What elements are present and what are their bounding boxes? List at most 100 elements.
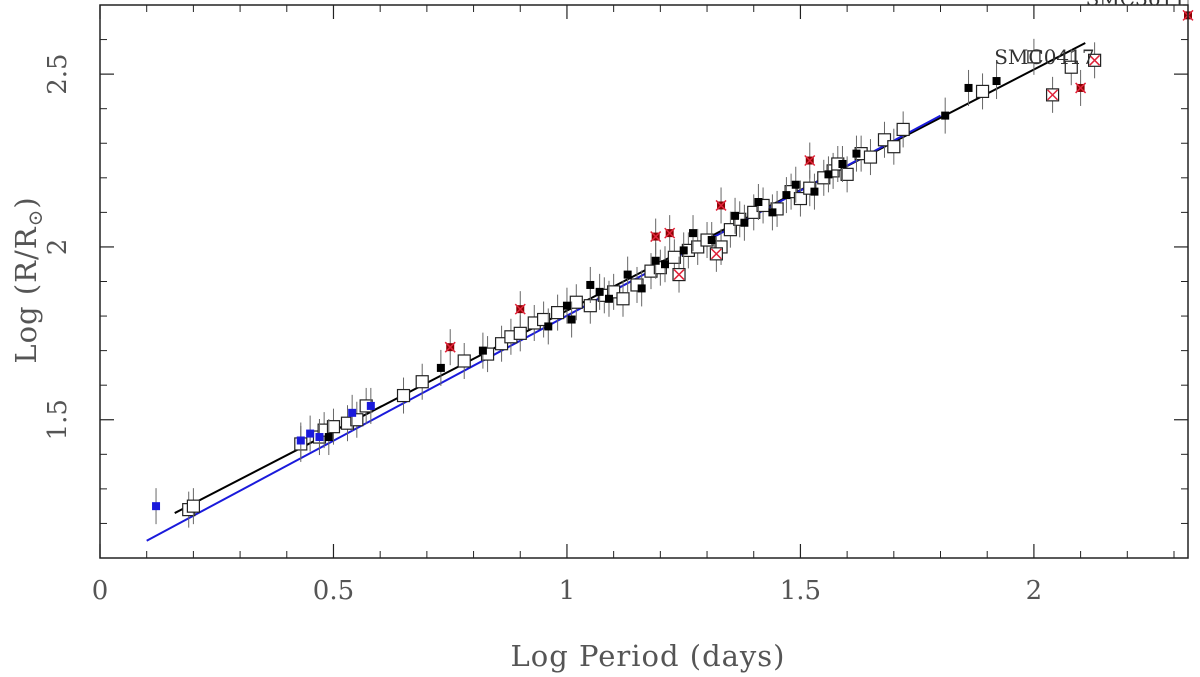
data-point bbox=[457, 342, 471, 379]
y-axis-label: Log (R/R⊙) bbox=[9, 196, 47, 363]
point-marker bbox=[186, 499, 200, 513]
point-cross bbox=[710, 248, 722, 260]
point-marker bbox=[679, 246, 688, 255]
data-point bbox=[348, 394, 357, 431]
data-point bbox=[396, 377, 411, 414]
point-marker bbox=[1027, 50, 1041, 64]
point-marker bbox=[863, 150, 878, 164]
point-marker bbox=[637, 284, 646, 293]
data-point bbox=[1027, 38, 1041, 75]
data-point bbox=[569, 284, 583, 321]
data-point bbox=[186, 488, 200, 525]
data-points bbox=[152, 0, 1194, 528]
point-marker bbox=[992, 77, 1001, 86]
point-marker bbox=[152, 502, 161, 511]
data-point bbox=[731, 197, 740, 234]
data-point bbox=[551, 294, 565, 331]
point-marker bbox=[964, 83, 973, 92]
data-point bbox=[586, 266, 595, 303]
x-tick-label: 0 bbox=[92, 576, 109, 606]
point-marker bbox=[586, 280, 595, 289]
data-point bbox=[544, 308, 553, 345]
point-marker bbox=[975, 84, 990, 99]
axis-ticks: 0 0.5 1 1.5 2 1.5 2 2.5 bbox=[43, 4, 1188, 606]
point-marker bbox=[723, 223, 737, 237]
data-point bbox=[840, 156, 854, 193]
point-marker bbox=[544, 322, 553, 331]
point-marker bbox=[366, 401, 375, 410]
data-point bbox=[366, 387, 375, 424]
data-point bbox=[723, 211, 737, 248]
x-tick-label: 0.5 bbox=[313, 576, 354, 606]
point-marker bbox=[791, 180, 800, 189]
data-point bbox=[324, 419, 333, 456]
point-marker bbox=[840, 167, 854, 181]
point-marker bbox=[595, 287, 604, 296]
data-point bbox=[315, 419, 324, 456]
data-point bbox=[637, 270, 646, 307]
x-tick-label: 2 bbox=[1026, 576, 1043, 606]
point-marker bbox=[1064, 60, 1078, 74]
data-point bbox=[791, 166, 800, 203]
data-point bbox=[793, 180, 808, 217]
data-point bbox=[296, 422, 305, 459]
point-marker bbox=[457, 354, 471, 368]
data-point bbox=[992, 63, 1001, 100]
point-marker bbox=[562, 301, 571, 310]
data-point bbox=[650, 218, 662, 255]
data-point bbox=[804, 142, 816, 179]
data-point bbox=[152, 488, 161, 525]
point-annotation: SMC3611 bbox=[1086, 0, 1186, 10]
data-point bbox=[415, 363, 429, 400]
data-point bbox=[689, 215, 698, 252]
data-point bbox=[1064, 49, 1078, 86]
point-marker bbox=[324, 433, 333, 442]
point-marker bbox=[348, 408, 357, 417]
point-cross bbox=[650, 231, 662, 243]
point-marker bbox=[852, 149, 861, 158]
point-marker bbox=[326, 420, 341, 434]
data-point bbox=[567, 301, 576, 338]
data-point bbox=[661, 246, 670, 283]
point-marker bbox=[296, 436, 305, 445]
data-point bbox=[514, 291, 526, 328]
x-axis-label: Log Period (days) bbox=[511, 639, 786, 673]
data-point bbox=[664, 215, 676, 252]
point-marker bbox=[824, 170, 833, 179]
data-point bbox=[1088, 42, 1102, 79]
point-marker bbox=[306, 429, 315, 438]
data-point bbox=[616, 280, 630, 317]
y-axis-label-close: ) bbox=[9, 196, 43, 208]
data-point bbox=[768, 194, 777, 231]
data-point bbox=[326, 408, 341, 445]
point-cross bbox=[1075, 82, 1087, 94]
point-marker bbox=[793, 191, 808, 206]
data-point bbox=[436, 349, 445, 386]
data-point bbox=[896, 111, 910, 148]
data-point bbox=[824, 156, 833, 193]
data-point bbox=[709, 235, 723, 272]
y-axis-label-sub: ⊙ bbox=[23, 209, 47, 227]
data-point bbox=[478, 332, 487, 369]
point-marker bbox=[651, 256, 660, 265]
data-point bbox=[562, 287, 571, 324]
point-marker bbox=[616, 292, 630, 306]
point-annotation: SMC0417 bbox=[994, 45, 1094, 69]
point-marker bbox=[415, 375, 429, 389]
point-marker bbox=[941, 111, 950, 120]
data-point bbox=[595, 273, 604, 310]
x-tick-label: 1.5 bbox=[780, 576, 821, 606]
point-cross bbox=[1089, 54, 1101, 66]
point-marker bbox=[782, 191, 791, 200]
point-cross bbox=[715, 199, 727, 211]
point-marker bbox=[551, 306, 565, 320]
point-marker bbox=[567, 315, 576, 324]
point-marker bbox=[896, 122, 910, 137]
data-point bbox=[863, 139, 878, 176]
data-point bbox=[513, 315, 527, 352]
data-point bbox=[782, 177, 791, 214]
data-point bbox=[715, 187, 727, 224]
data-point bbox=[1075, 69, 1087, 106]
point-marker bbox=[661, 260, 670, 269]
data-point bbox=[941, 97, 950, 134]
